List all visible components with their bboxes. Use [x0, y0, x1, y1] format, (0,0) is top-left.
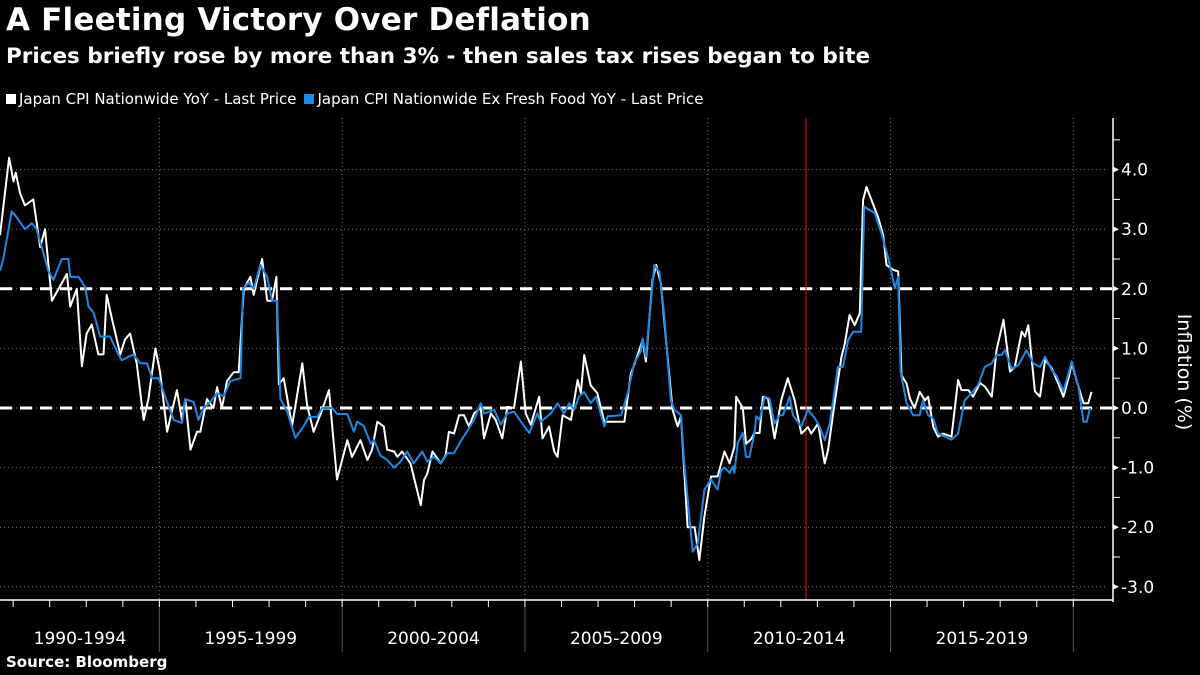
x-tick-label: 2015-2019: [936, 629, 1029, 649]
y-tick-label: 3.0: [1121, 220, 1148, 240]
y-tick-arrow: [1113, 405, 1119, 411]
y-tick-arrow: [1113, 166, 1119, 173]
x-tick-label: 2010-2014: [753, 629, 846, 649]
y-tick-label: -2.0: [1121, 518, 1154, 538]
y-tick-label: 0.0: [1121, 399, 1148, 419]
series-line-cpi-ex-fresh-food: [0, 205, 1092, 553]
chart-title: A Fleeting Victory Over Deflation: [6, 2, 591, 38]
y-tick-arrow: [1113, 226, 1119, 233]
legend-item-cpi-ex-fresh-food[interactable]: Japan CPI Nationwide Ex Fresh Food YoY -…: [304, 90, 704, 108]
series-line-cpi: [0, 156, 1093, 561]
y-tick-label: 4.0: [1121, 161, 1148, 181]
y-axis-label: Inflation (%): [1173, 314, 1195, 431]
y-tick-arrow: [1113, 285, 1119, 292]
x-tick-label: 2000-2004: [387, 629, 480, 649]
y-tick-label: -3.0: [1121, 578, 1154, 598]
legend-label: Japan CPI Nationwide Ex Fresh Food YoY -…: [317, 90, 704, 108]
y-tick-arrow: [1113, 524, 1119, 531]
x-tick-label: 1990-1994: [34, 629, 127, 649]
x-tick-label: 1995-1999: [204, 629, 297, 649]
y-tick-label: 2.0: [1121, 280, 1148, 300]
y-tick-arrow: [1113, 464, 1119, 471]
legend-swatch-white: [6, 94, 16, 104]
y-tick-arrow: [1113, 583, 1119, 590]
source-note: Source: Bloomberg: [6, 653, 168, 671]
legend: Japan CPI Nationwide YoY - Last Price Ja…: [6, 90, 704, 108]
legend-swatch-blue: [304, 94, 315, 104]
y-tick-label: 1.0: [1121, 339, 1148, 359]
x-tick-label: 2005-2009: [570, 629, 663, 649]
y-tick-arrow: [1113, 345, 1119, 352]
legend-item-cpi[interactable]: Japan CPI Nationwide YoY - Last Price: [6, 90, 296, 108]
legend-label: Japan CPI Nationwide YoY - Last Price: [19, 90, 297, 108]
y-tick-label: -1.0: [1121, 459, 1154, 479]
chart-subtitle: Prices briefly rose by more than 3% - th…: [6, 44, 871, 69]
